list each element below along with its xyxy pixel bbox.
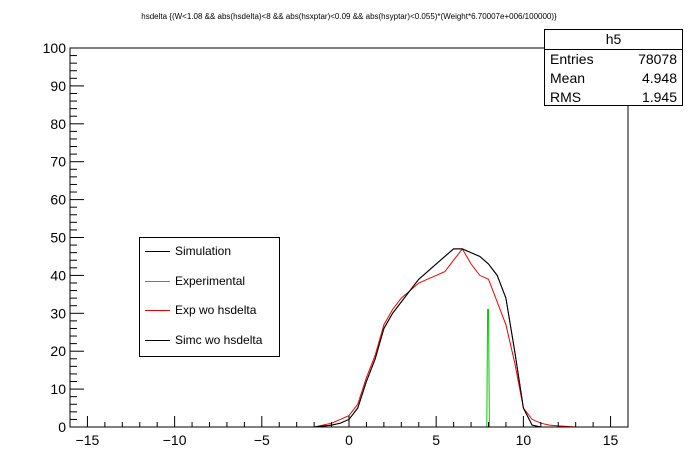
y-tick-label: 30 [50, 305, 66, 321]
legend-swatch [145, 340, 170, 341]
series-layer [313, 248, 576, 428]
series-line-4 [314, 248, 541, 428]
legend-label: Experimental [175, 274, 246, 288]
stats-row-entries: Entries 78078 [545, 50, 682, 69]
y-tick-label: 20 [50, 343, 66, 359]
legend-label: Simc wo hsdelta [175, 333, 263, 347]
stats-value: 78078 [638, 51, 677, 67]
x-tick-label: −15 [76, 432, 100, 448]
x-tick-label: 0 [345, 432, 353, 448]
legend-item-experimental: Experimental [140, 272, 279, 292]
axis-layer: 0 10 20 30 40 50 60 70 80 90 100 −15 −10 −5 0 5 10 15 [43, 40, 629, 448]
legend-swatch [145, 251, 170, 252]
stats-histogram-name: h5 [545, 30, 682, 50]
legend-swatch [145, 281, 170, 282]
x-tick-label: 10 [516, 432, 532, 448]
y-tick-label: 70 [50, 154, 66, 170]
stats-value: 4.948 [641, 70, 677, 86]
legend-label: Simulation [175, 244, 232, 258]
legend-item-exp-wo-hsdelta: Exp wo hsdelta [140, 301, 279, 321]
y-tick-label: 100 [43, 40, 67, 56]
y-tick-label: 80 [50, 116, 66, 132]
x-tick-label: 15 [603, 432, 619, 448]
stats-row-mean: Mean 4.948 [545, 69, 682, 88]
y-tick-label: 10 [50, 381, 66, 397]
chart-title: hsdelta {(W<1.08 && abs(hsdelta)<8 && ab… [141, 12, 557, 21]
y-tick-label: 50 [50, 230, 66, 246]
x-tick-label: −5 [254, 432, 270, 448]
stats-box: h5 Entries 78078 Mean 4.948 RMS 1.945 [544, 29, 683, 106]
series-line-3 [313, 248, 576, 428]
series-line-1 [314, 248, 541, 428]
stats-label: Mean [550, 70, 586, 86]
stats-value: 1.945 [641, 89, 677, 105]
y-tick-label: 40 [50, 267, 66, 283]
legend-swatch [145, 310, 170, 311]
stats-label: Entries [550, 51, 594, 67]
y-tick-label: 0 [58, 419, 66, 435]
x-tick-label: −10 [163, 432, 187, 448]
y-tick-label: 60 [50, 192, 66, 208]
stats-label: RMS [550, 89, 582, 105]
legend: Simulation Experimental Exp wo hsdelta S… [139, 237, 280, 357]
y-tick-label: 90 [50, 78, 66, 94]
stats-row-rms: RMS 1.945 [545, 88, 682, 107]
x-tick-label: 5 [432, 432, 440, 448]
legend-item-simulation: Simulation [140, 242, 279, 262]
legend-item-simc-wo-hsdelta: Simc wo hsdelta [140, 331, 279, 351]
legend-label: Exp wo hsdelta [175, 303, 257, 317]
